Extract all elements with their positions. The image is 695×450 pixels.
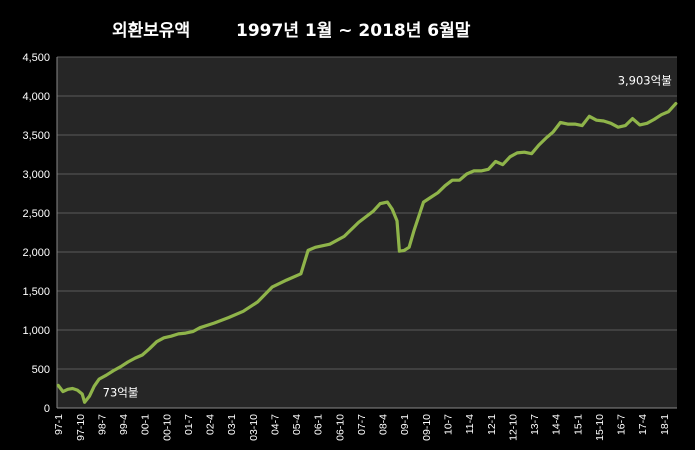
y-tick-label: 4,500 (22, 52, 50, 64)
x-tick-label: 02-4 (205, 414, 217, 435)
x-tick-label: 11-4 (464, 414, 476, 434)
x-tick-label: 06-10 (334, 414, 346, 441)
x-tick-label: 97-1 (53, 414, 65, 435)
y-tick-label: 0 (44, 403, 50, 415)
x-tick-label: 97-10 (75, 414, 87, 441)
y-tick-label: 500 (32, 364, 50, 376)
annotation-min: 73억불 (103, 385, 139, 399)
y-tick-label: 2,500 (22, 208, 50, 220)
series-line (56, 102, 678, 404)
chart-title: 외환보유액 (112, 21, 191, 41)
x-tick-label: 07-7 (356, 414, 368, 435)
x-tick-label: 15-10 (594, 414, 606, 441)
plot-area (57, 57, 677, 408)
x-tick-label: 12-10 (507, 414, 519, 441)
x-tick-label: 03-10 (248, 414, 260, 441)
y-tick-label: 3,500 (22, 130, 50, 142)
y-tick-label: 4,000 (22, 91, 50, 103)
chart-subtitle: 1997년 1월 ~ 2018년 6월말 (236, 21, 471, 41)
x-tick-label: 18-1 (659, 414, 671, 435)
annotation-latest: 3,903억불 (618, 74, 672, 88)
y-tick-label: 1,000 (22, 325, 50, 337)
y-tick-label: 1,500 (22, 286, 50, 298)
x-tick-label: 99-4 (118, 414, 130, 435)
x-tick-label: 14-4 (551, 414, 563, 435)
x-tick-label: 09-1 (399, 414, 411, 435)
x-tick-label: 13-7 (529, 414, 541, 435)
x-tick-label: 12-1 (486, 414, 498, 435)
x-tick-label: 09-10 (421, 414, 433, 441)
y-tick-label: 3,000 (22, 169, 50, 181)
x-tick-label: 00-10 (161, 414, 173, 441)
x-tick-label: 15-1 (572, 414, 584, 435)
x-tick-label: 00-1 (140, 414, 152, 435)
x-tick-label: 17-4 (637, 414, 649, 435)
x-tick-label: 08-4 (378, 414, 390, 435)
x-tick-label: 03-1 (226, 414, 238, 435)
y-tick-label: 2,000 (22, 247, 50, 259)
x-tick-label: 04-7 (269, 414, 281, 435)
x-tick-label: 16-7 (616, 414, 628, 435)
x-tick-label: 06-1 (313, 414, 325, 435)
x-tick-label: 10-7 (443, 414, 455, 435)
x-tick-label: 01-7 (183, 414, 195, 435)
x-tick-label: 05-4 (291, 414, 303, 435)
x-tick-label: 98-7 (96, 414, 108, 435)
